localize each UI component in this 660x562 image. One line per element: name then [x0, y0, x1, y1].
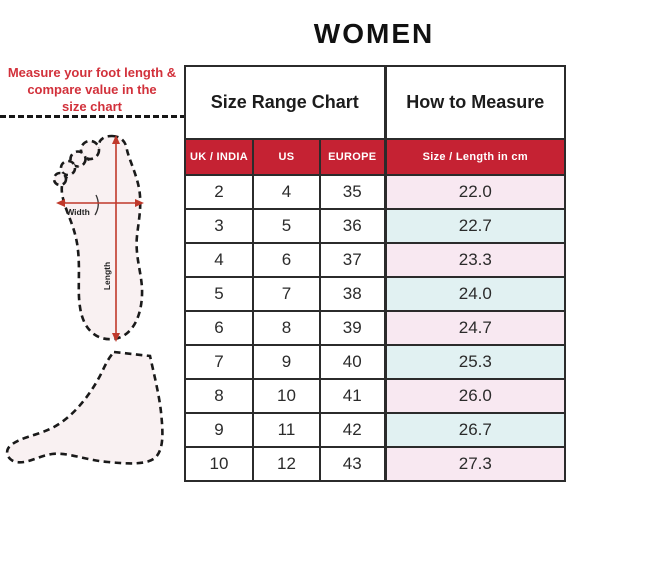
table-row: 8 10 41 26.0	[184, 378, 567, 414]
size-cell: 36	[318, 208, 387, 244]
column-header-europe: EUROPE	[318, 138, 387, 176]
table-row: 6 8 39 24.7	[184, 310, 567, 346]
size-cell: 3	[184, 208, 254, 244]
table-row: 5 7 38 24.0	[184, 276, 567, 312]
size-cell: 37	[318, 242, 387, 278]
size-cell: 38	[318, 276, 387, 312]
size-cell: 35	[318, 174, 387, 210]
cm-cell: 22.0	[383, 174, 567, 210]
size-cell: 4	[252, 174, 321, 210]
cm-cell: 26.7	[383, 412, 567, 448]
table-section-header-row: Size Range Chart How to Measure	[183, 65, 567, 140]
table-row: 7 9 40 25.3	[184, 344, 567, 380]
size-range-table: Size Range Chart How to Measure UK / IND…	[183, 65, 567, 482]
foot-side-outline	[5, 350, 164, 465]
foot-side-view-diagram	[5, 350, 164, 465]
cm-cell: 26.0	[383, 378, 567, 414]
instruction-line: compare value in the	[27, 82, 157, 97]
instruction-line: size chart	[62, 99, 122, 114]
column-header-us: US	[252, 138, 321, 176]
table-row: 4 6 37 23.3	[184, 242, 567, 278]
table-column-header-row: UK / INDIA US EUROPE Size / Length in cm	[184, 138, 567, 176]
size-cell: 9	[252, 344, 321, 380]
size-cell: 12	[252, 446, 321, 482]
measure-guide-dashed-line	[0, 115, 186, 118]
size-cell: 39	[318, 310, 387, 346]
page-title: WOMEN	[313, 18, 435, 49]
cm-cell: 27.3	[383, 446, 567, 482]
cm-cell: 24.0	[383, 276, 567, 312]
size-cell: 10	[184, 446, 254, 482]
toe-icon	[79, 139, 101, 161]
column-header-uk-india: UK / INDIA	[184, 138, 254, 176]
size-cell: 41	[318, 378, 387, 414]
width-arrow	[56, 199, 144, 207]
size-cell: 6	[184, 310, 254, 346]
table-row: 3 5 36 22.7	[184, 208, 567, 244]
size-cell: 42	[318, 412, 387, 448]
size-cell: 7	[252, 276, 321, 312]
foot-crease-mark	[94, 194, 99, 216]
length-arrow	[112, 135, 120, 342]
instruction-line: Measure your foot length &	[7, 65, 177, 80]
length-label: Length	[102, 262, 112, 290]
size-cell: 11	[252, 412, 321, 448]
instruction-text: Measure your foot length & compare value…	[0, 64, 184, 115]
size-cell: 40	[318, 344, 387, 380]
cm-cell: 24.7	[383, 310, 567, 346]
size-cell: 10	[252, 378, 321, 414]
section-header-how-to-measure: How to Measure	[383, 65, 567, 140]
size-cell: 9	[184, 412, 254, 448]
toe-icon	[52, 171, 68, 187]
cm-cell: 22.7	[383, 208, 567, 244]
width-label: Width	[66, 207, 90, 217]
toe-icon	[59, 159, 77, 177]
size-cell: 5	[252, 208, 321, 244]
cm-cell: 23.3	[383, 242, 567, 278]
size-cell: 43	[318, 446, 387, 482]
section-header-size-range: Size Range Chart	[183, 65, 387, 140]
size-cell: 8	[184, 378, 254, 414]
size-cell: 2	[184, 174, 254, 210]
table-row: 9 11 42 26.7	[184, 412, 567, 448]
size-cell: 8	[252, 310, 321, 346]
size-cell: 5	[184, 276, 254, 312]
table-row: 10 12 43 27.3	[184, 446, 567, 482]
size-cell: 6	[252, 242, 321, 278]
size-cell: 7	[184, 344, 254, 380]
column-header-cm: Size / Length in cm	[383, 138, 567, 176]
footprint-diagram: Width Length	[52, 134, 144, 342]
table-row: 2 4 35 22.0	[184, 174, 567, 210]
cm-cell: 25.3	[383, 344, 567, 380]
size-cell: 4	[184, 242, 254, 278]
